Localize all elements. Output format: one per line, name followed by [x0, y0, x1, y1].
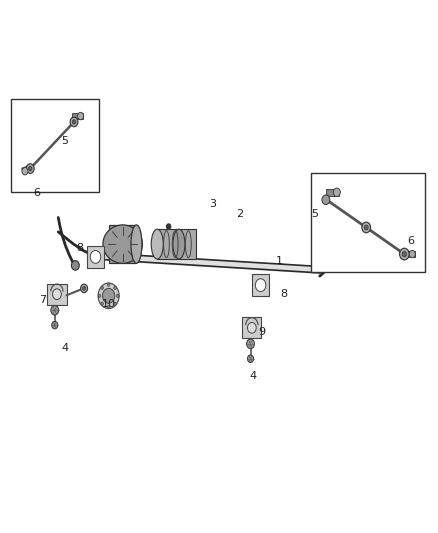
Ellipse shape [151, 229, 163, 259]
Circle shape [70, 117, 78, 127]
Circle shape [102, 288, 115, 303]
Bar [11, 99, 99, 192]
Text: 4: 4 [61, 343, 68, 352]
Circle shape [22, 167, 28, 175]
Circle shape [98, 294, 101, 297]
Circle shape [82, 286, 86, 290]
Text: 4: 4 [250, 371, 257, 381]
Circle shape [364, 225, 368, 230]
Circle shape [72, 120, 76, 124]
Circle shape [51, 305, 59, 315]
Circle shape [107, 283, 110, 286]
Circle shape [247, 355, 254, 362]
Circle shape [114, 286, 117, 289]
Bar [157, 229, 196, 259]
Circle shape [98, 283, 119, 309]
Text: 6: 6 [407, 236, 414, 246]
Circle shape [90, 251, 101, 263]
Ellipse shape [173, 229, 185, 259]
Bar [242, 317, 261, 338]
Bar [326, 189, 339, 196]
Text: 7: 7 [39, 295, 46, 304]
Text: 6: 6 [34, 188, 41, 198]
Text: 2: 2 [237, 209, 244, 219]
Circle shape [322, 195, 330, 205]
Circle shape [354, 216, 362, 226]
Circle shape [52, 321, 58, 329]
Bar [405, 251, 415, 257]
Bar [87, 246, 104, 268]
Circle shape [117, 294, 119, 297]
Bar [47, 284, 67, 305]
Circle shape [53, 289, 61, 300]
Circle shape [362, 222, 371, 233]
Ellipse shape [103, 225, 142, 263]
Circle shape [166, 224, 171, 229]
Circle shape [399, 248, 409, 260]
Circle shape [247, 339, 254, 349]
Text: 9: 9 [258, 327, 265, 336]
Circle shape [28, 166, 32, 171]
Text: 3: 3 [209, 199, 216, 208]
Circle shape [107, 305, 110, 309]
Circle shape [255, 279, 266, 292]
Circle shape [409, 251, 415, 258]
Bar [72, 114, 83, 119]
Circle shape [78, 112, 84, 120]
Circle shape [71, 261, 79, 270]
Circle shape [81, 284, 88, 293]
Text: 5: 5 [61, 136, 68, 146]
Circle shape [402, 252, 406, 257]
Bar [311, 173, 425, 272]
Bar [252, 274, 269, 296]
Circle shape [101, 302, 103, 305]
Text: 8: 8 [280, 289, 287, 299]
Text: 5: 5 [311, 209, 318, 219]
Ellipse shape [131, 225, 142, 263]
Text: 8: 8 [76, 243, 83, 253]
Text: 1: 1 [276, 256, 283, 266]
Circle shape [26, 164, 34, 173]
Circle shape [114, 302, 117, 305]
Circle shape [333, 188, 340, 197]
Bar [109, 225, 137, 263]
Circle shape [247, 322, 256, 333]
Circle shape [101, 286, 103, 289]
Text: 10: 10 [102, 299, 116, 309]
